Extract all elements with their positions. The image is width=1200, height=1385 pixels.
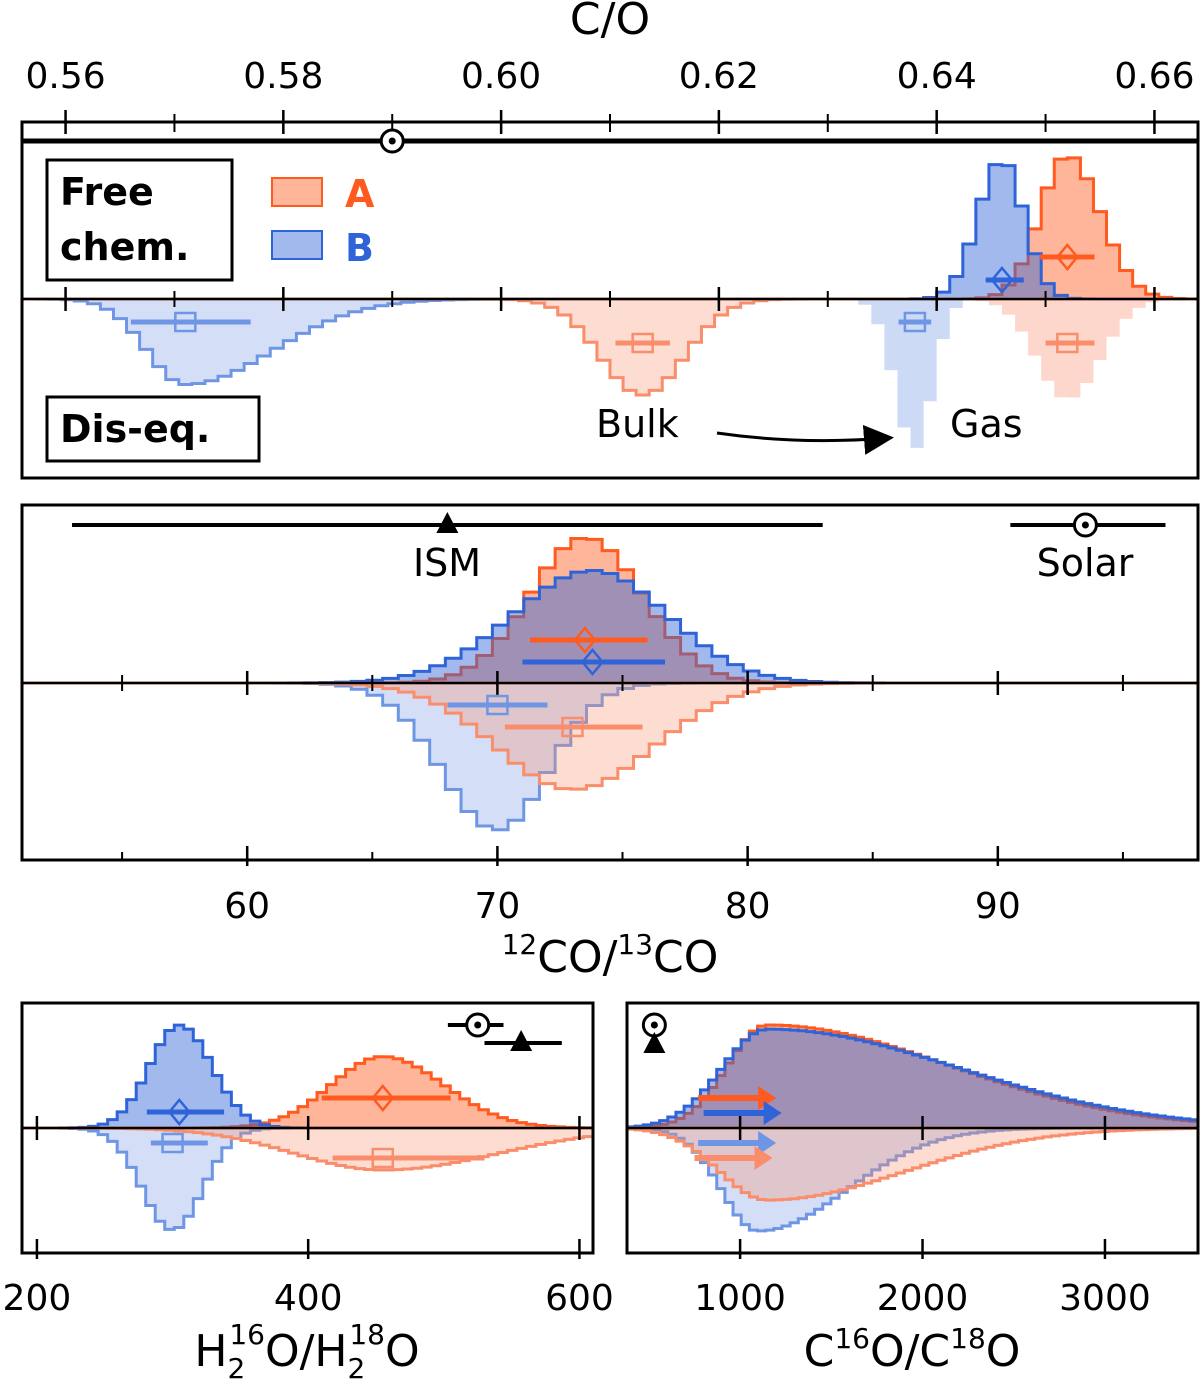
tick-label: 600 xyxy=(545,1278,614,1319)
histogram-a-down xyxy=(22,681,1198,791)
median-diamond xyxy=(573,626,597,654)
h2o-axis-label: H216O/H218O xyxy=(194,1318,419,1381)
legend-swatch-b xyxy=(271,230,323,260)
arrowhead-icon xyxy=(763,1101,782,1125)
legend-swatch-a xyxy=(271,177,323,207)
histogram-b-up xyxy=(22,569,1198,685)
median-square xyxy=(174,311,197,333)
bulk-to-gas-arrow xyxy=(716,424,894,455)
tick-label: 0.56 xyxy=(25,56,105,97)
tick-label: 1000 xyxy=(694,1278,786,1319)
ism-triangle-icon xyxy=(643,1032,666,1053)
tick-label: 0.60 xyxy=(461,56,541,97)
solar-symbol-dot xyxy=(650,1021,658,1029)
histogram-b-down xyxy=(22,299,1198,448)
legend-label-b: B xyxy=(345,226,374,270)
median-square xyxy=(486,694,509,716)
tick-label: 200 xyxy=(3,1278,72,1319)
tick-label: 90 xyxy=(975,886,1021,927)
legend-chem-label: chem. xyxy=(60,225,189,269)
median-square xyxy=(903,311,927,333)
tick-label: 0.64 xyxy=(897,56,977,97)
median-diamond xyxy=(580,648,605,676)
ism-triangle-icon xyxy=(436,512,459,533)
histogram-a-down xyxy=(22,299,1198,398)
tick-label: 0.62 xyxy=(679,56,759,97)
median-square xyxy=(161,1132,184,1154)
median-square xyxy=(631,332,654,354)
co13-axis-label: 12CO/13CO xyxy=(502,928,719,983)
histogram-a-down xyxy=(625,1126,1200,1202)
tick-label: 60 xyxy=(224,886,270,927)
histogram-b-up xyxy=(625,1027,1200,1130)
solar-symbol-dot xyxy=(1081,521,1089,529)
tick-label: 0.58 xyxy=(243,56,323,97)
arrowhead-icon xyxy=(758,1131,777,1155)
tick-label: 400 xyxy=(274,1278,343,1319)
arrowhead-icon xyxy=(754,1146,773,1170)
arrowhead-icon xyxy=(758,1086,777,1110)
bulk-annotation: Bulk xyxy=(596,402,679,446)
median-square xyxy=(561,716,584,738)
tick-label: 0.66 xyxy=(1114,56,1194,97)
median-diamond xyxy=(371,1084,395,1112)
solar-symbol-dot xyxy=(388,137,396,145)
legend-label-a: A xyxy=(345,172,375,216)
ism-triangle-icon xyxy=(510,1030,533,1051)
median-square xyxy=(371,1147,395,1169)
tick-label: 80 xyxy=(725,886,771,927)
solar-symbol-dot xyxy=(474,1021,482,1029)
ism-label: ISM xyxy=(413,541,481,585)
legend-free-chem-box: Free chem. xyxy=(45,158,234,282)
legend-free-label: Free xyxy=(60,170,154,214)
median-diamond xyxy=(990,266,1014,294)
median-square xyxy=(1056,332,1079,354)
solar-label: Solar xyxy=(1037,541,1134,585)
median-diamond xyxy=(167,1098,191,1126)
tick-label: 70 xyxy=(474,886,520,927)
co-axis-label: C/O xyxy=(570,0,650,45)
c18o-axis-label: C16O/C18O xyxy=(804,1322,1021,1377)
legend-diseq-box: Dis-eq. xyxy=(45,395,261,463)
tick-label: 3000 xyxy=(1059,1278,1151,1319)
legend-diseq-label: Dis-eq. xyxy=(60,407,210,451)
median-diamond xyxy=(1055,243,1079,271)
gas-annotation: Gas xyxy=(950,402,1023,446)
tick-label: 2000 xyxy=(877,1278,969,1319)
